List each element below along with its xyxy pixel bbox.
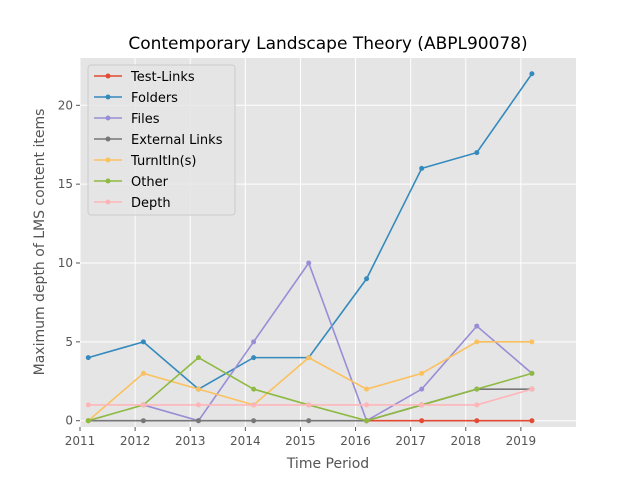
data-point (474, 386, 480, 392)
legend-label: TurnItIn(s) (130, 154, 196, 169)
y-tick-label: 0 (65, 414, 73, 428)
data-point (251, 355, 257, 361)
x-tick-label: 2014 (230, 434, 261, 448)
legend-label: Folders (131, 91, 178, 106)
data-point (306, 355, 312, 361)
y-tick-label: 5 (65, 335, 73, 349)
data-point (251, 386, 257, 392)
data-point (364, 386, 370, 392)
data-point (529, 71, 535, 77)
data-point (364, 402, 370, 408)
legend-box (87, 64, 236, 216)
legend-label: Depth (131, 196, 171, 211)
data-point (140, 339, 146, 345)
legend-marker (105, 199, 111, 205)
x-tick-label: 2017 (395, 434, 426, 448)
data-point (474, 323, 480, 329)
legend-entry: Folders (94, 91, 178, 106)
legend-marker (105, 94, 111, 100)
y-axis-label: Maximum depth of LMS content items (32, 109, 48, 376)
series-6 (85, 386, 535, 408)
legend-entry: TurnItIn(s) (94, 154, 196, 169)
data-point (306, 402, 312, 408)
legend-marker (105, 115, 111, 121)
x-tick-label: 2019 (506, 434, 537, 448)
chart-title: Contemporary Landscape Theory (ABPL90078… (128, 34, 527, 54)
data-point (364, 276, 370, 282)
legend-label: Files (131, 112, 160, 127)
x-tick-label: 2011 (65, 434, 96, 448)
x-tick-label: 2012 (120, 434, 151, 448)
y-tick-label: 10 (58, 256, 73, 270)
data-point (195, 402, 201, 408)
data-point (419, 165, 425, 171)
data-point (85, 355, 91, 361)
y-tick-label: 20 (58, 98, 73, 112)
legend-marker (105, 157, 111, 163)
data-point (474, 150, 480, 156)
data-point (251, 418, 257, 424)
data-point (251, 339, 257, 345)
data-point (364, 418, 370, 424)
data-point (195, 386, 201, 392)
legend-marker (105, 178, 111, 184)
legend-label: Other (131, 175, 169, 190)
data-point (529, 386, 535, 392)
data-point (85, 418, 91, 424)
legend-label: Test-Links (130, 70, 195, 85)
data-point (419, 386, 425, 392)
legend: Test-Links Folders Files External Links Turn… (87, 64, 236, 216)
data-point (474, 402, 480, 408)
data-point (140, 402, 146, 408)
legend-entry: Test-Links (94, 70, 195, 85)
data-point (529, 418, 535, 424)
series-line (143, 261, 533, 422)
data-point (195, 355, 201, 361)
data-point (85, 402, 91, 408)
x-tick-label: 2015 (285, 434, 316, 448)
data-point (419, 402, 425, 408)
legend-entry: Files (94, 112, 160, 127)
data-point (306, 418, 312, 424)
data-point (474, 339, 480, 345)
data-point (419, 418, 425, 424)
legend-entry: Depth (94, 196, 171, 211)
x-axis-label: Time Period (286, 456, 369, 472)
legend-marker (105, 136, 111, 142)
x-tick-label: 2016 (340, 434, 371, 448)
legend-entry: Other (94, 175, 169, 190)
x-tick-label: 2013 (175, 434, 206, 448)
data-point (529, 370, 535, 376)
data-point (306, 260, 312, 266)
data-point (474, 418, 480, 424)
data-point (419, 370, 425, 376)
data-point (529, 339, 535, 345)
legend-marker (105, 73, 111, 79)
data-point (140, 418, 146, 424)
data-point (195, 418, 201, 424)
legend-entry: External Links (94, 133, 223, 148)
x-tick-label: 2018 (451, 434, 482, 448)
legend-label: External Links (131, 133, 223, 148)
series-layer (85, 71, 535, 424)
data-point (251, 402, 257, 408)
y-tick-label: 15 (58, 177, 73, 191)
axis-ticks: 2011 2012 2013 2014 2015 2016 2017 2018 20190510… (58, 98, 536, 448)
data-point (140, 370, 146, 376)
